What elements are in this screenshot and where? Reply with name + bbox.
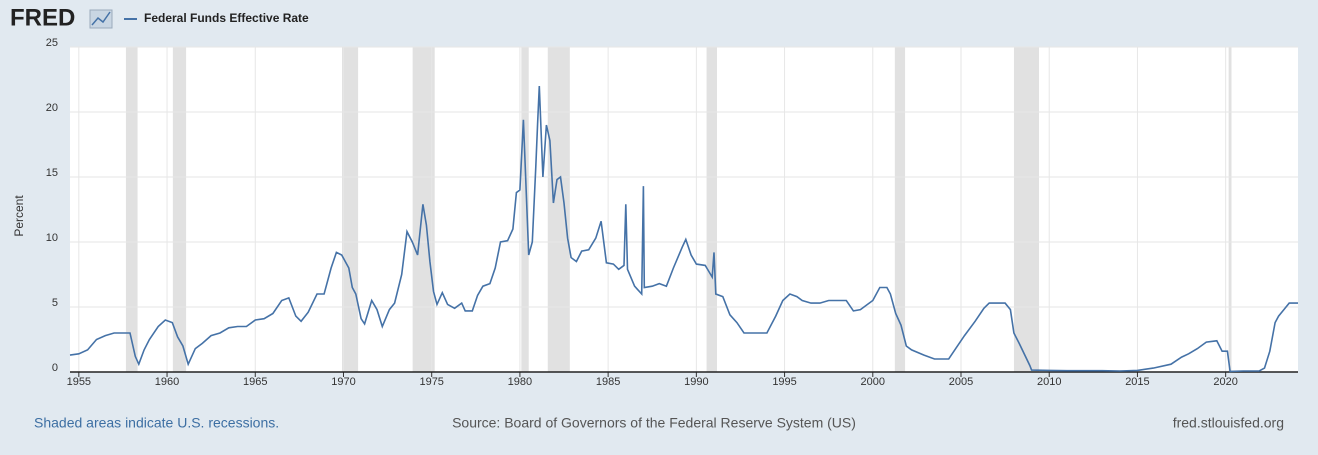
x-tick-label: 2020 xyxy=(1213,376,1237,388)
x-tick-label: 2010 xyxy=(1037,376,1061,388)
x-tick-label: 2015 xyxy=(1125,376,1149,388)
x-tick-label: 1990 xyxy=(684,376,708,388)
recession-band xyxy=(342,47,359,372)
y-tick-label: 10 xyxy=(46,232,58,244)
y-tick-label: 0 xyxy=(52,362,58,374)
x-tick-label: 1970 xyxy=(331,376,355,388)
x-tick-label: 1965 xyxy=(243,376,267,388)
x-tick-label: 1960 xyxy=(155,376,179,388)
x-tick-label: 1985 xyxy=(596,376,620,388)
y-axis-label: Percent xyxy=(12,195,26,237)
recession-band xyxy=(547,47,570,372)
source: Source: Board of Governors of the Federa… xyxy=(452,415,856,431)
recession-band xyxy=(1013,47,1039,372)
x-tick-label: 1995 xyxy=(772,376,796,388)
y-tick-label: 20 xyxy=(46,102,58,114)
recession-band xyxy=(125,47,138,372)
x-tick-label: 1975 xyxy=(419,376,443,388)
x-tick-label: 1980 xyxy=(508,376,532,388)
recession-band xyxy=(894,47,906,372)
y-tick-label: 25 xyxy=(46,37,58,49)
recession-band xyxy=(706,47,717,372)
series-line xyxy=(69,85,1298,373)
recession-note: Shaded areas indicate U.S. recessions. xyxy=(34,415,279,431)
recession-band xyxy=(172,47,187,372)
recession-band xyxy=(521,47,529,372)
y-tick-label: 5 xyxy=(52,297,58,309)
x-tick-label: 2000 xyxy=(861,376,885,388)
logo: FRED xyxy=(10,4,75,31)
y-tick-label: 15 xyxy=(46,167,58,179)
logo-icon xyxy=(89,9,113,29)
legend-label: Federal Funds Effective Rate xyxy=(144,11,309,25)
plot-area xyxy=(70,47,1298,372)
site-url[interactable]: fred.stlouisfed.org xyxy=(1173,415,1284,431)
recession-band xyxy=(1228,47,1232,372)
x-tick-label: 1955 xyxy=(67,376,91,388)
x-tick-label: 2005 xyxy=(949,376,973,388)
